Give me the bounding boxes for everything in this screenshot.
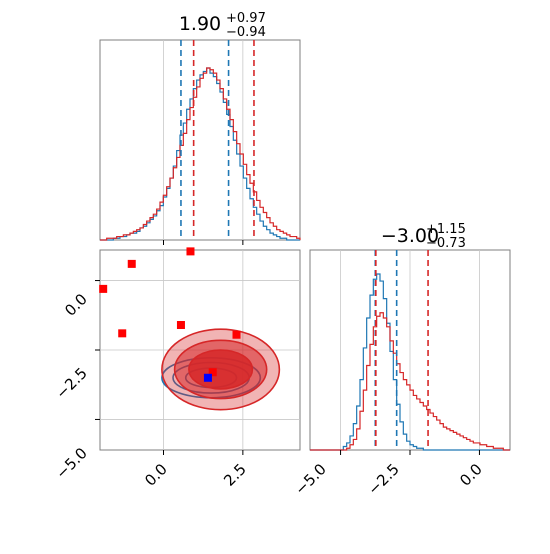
hist-param1-series0 (310, 273, 510, 451)
title-param0-sub: −0.94 (226, 25, 266, 40)
tick-label-x1-2: 0.0 (456, 460, 486, 490)
ref-point-group1-0 (203, 373, 212, 382)
ref-point-group0-0 (127, 259, 136, 268)
title-param1-sub: −0.73 (426, 236, 466, 251)
title-param1-main: −3.00 (381, 225, 439, 247)
tick-label-x1-1: −2.5 (364, 460, 402, 498)
hist-param0-series1 (100, 67, 301, 241)
title-param0-sup: +0.97 (226, 11, 266, 26)
ref-point-group0-6 (208, 368, 217, 377)
tick-label-y-1: −2.5 (52, 364, 90, 402)
ref-point-group0-1 (99, 284, 108, 293)
ref-point-group0-2 (118, 329, 127, 338)
title-param0-main: 1.90 (179, 13, 221, 35)
tick-label-y-0: 0.0 (61, 290, 91, 320)
hist-param0-frame (99, 39, 301, 241)
ref-point-group0-3 (186, 247, 195, 256)
ref-point-group0-4 (176, 321, 185, 329)
title-param0: 1.90 (179, 13, 221, 35)
tick-label-x1-0: −5.0 (291, 460, 329, 498)
hist-param0-series0 (100, 67, 300, 241)
tick-label-x0-0: 0.0 (141, 460, 171, 490)
tick-label-x0-1: 2.5 (220, 460, 250, 490)
quantile-lines (180, 40, 429, 450)
title-param1: −3.00 (381, 225, 439, 247)
title-param1-sup: +1.15 (426, 222, 466, 237)
tick-label-y-2: −5.0 (52, 444, 90, 482)
contour-series1-level-2 (188, 349, 254, 390)
ref-point-group0-5 (232, 330, 241, 339)
reference-points (99, 247, 241, 382)
hist-param1-series1 (310, 312, 510, 451)
contours (161, 328, 281, 411)
histograms (100, 67, 510, 451)
tick-marks (95, 240, 480, 455)
